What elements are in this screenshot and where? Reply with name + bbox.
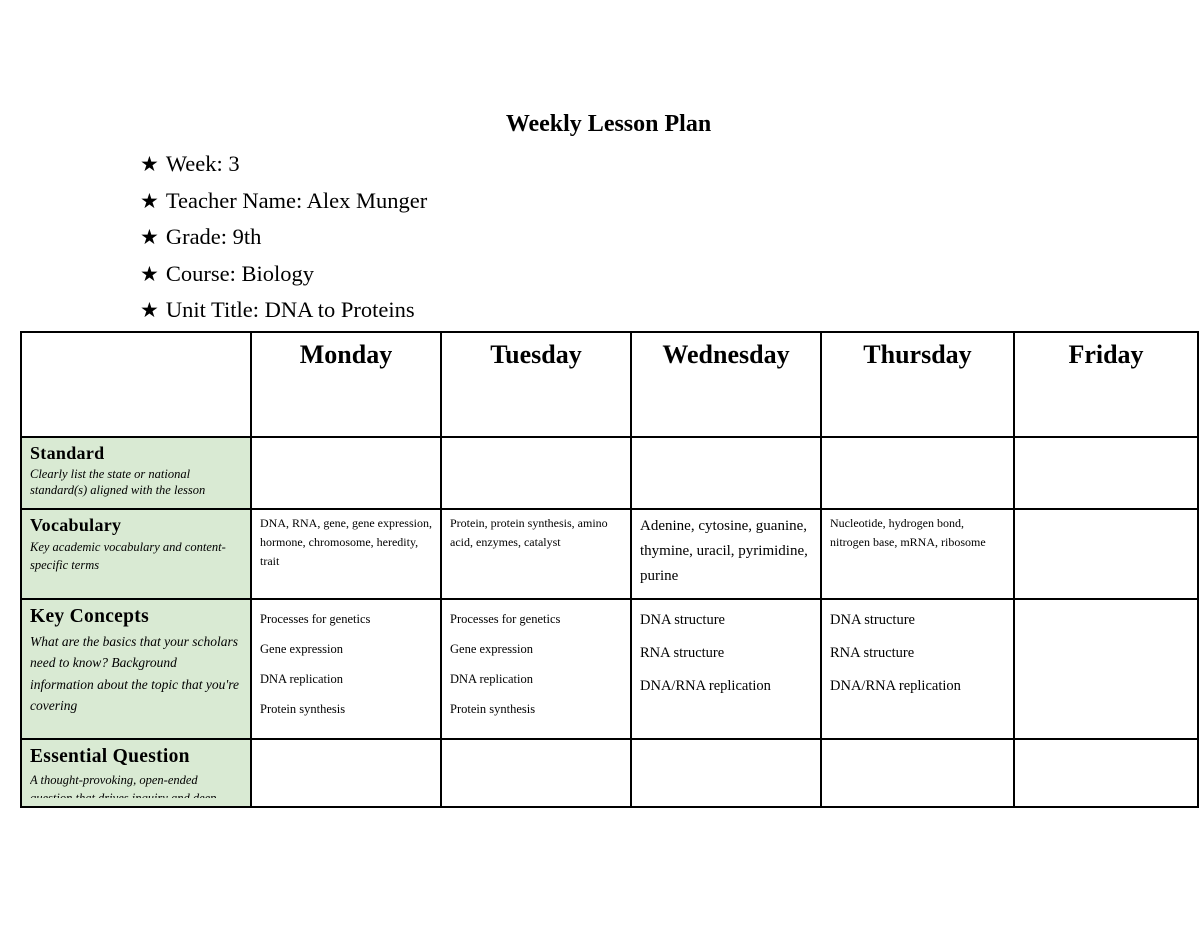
cell-standard-friday[interactable]: [1013, 435, 1199, 510]
meta-item-course: ★ Course: Biology: [140, 256, 1200, 293]
cell-vocabulary-friday[interactable]: [1013, 507, 1199, 600]
cell-essential-question-friday[interactable]: [1013, 737, 1199, 808]
star-bullet-icon: ★: [140, 225, 159, 249]
cell-standard-wednesday[interactable]: [630, 435, 822, 510]
row-description: A thought-provoking, open-ended question…: [30, 772, 217, 798]
cell-key-concepts-friday[interactable]: [1013, 597, 1199, 740]
table-row-vocabulary: Vocabulary Key academic vocabulary and c…: [20, 507, 1199, 600]
cell-vocabulary-thursday[interactable]: Nucleotide, hydrogen bond, nitrogen base…: [820, 507, 1015, 600]
row-header-key-concepts: Key Concepts What are the basics that yo…: [20, 597, 252, 740]
table-row-essential-question: Essential Question A thought-provoking, …: [20, 737, 1199, 808]
meta-item-week-text: Week: 3: [165, 151, 240, 176]
column-header-friday: Friday: [1013, 330, 1199, 438]
meta-item-unit-text: Unit Title: DNA to Proteins: [165, 297, 415, 322]
meta-item-grade: ★ Grade: 9th: [140, 219, 1200, 256]
row-title: Vocabulary: [30, 514, 122, 535]
cell-essential-question-thursday[interactable]: [820, 737, 1015, 808]
meta-item-teacher: ★ Teacher Name: Alex Munger: [140, 183, 1200, 220]
page-title: Weekly Lesson Plan: [505, 111, 712, 137]
meta-item-grade-text: Grade: 9th: [165, 224, 262, 249]
cell-key-concepts-thursday[interactable]: DNA structure RNA structure DNA/RNA repl…: [820, 597, 1015, 740]
row-description: Clearly list the state or national stand…: [30, 466, 206, 498]
cell-vocabulary-tuesday[interactable]: Protein, protein synthesis, amino acid, …: [440, 507, 632, 600]
cell-vocabulary-wednesday[interactable]: Adenine, cytosine, guanine, thymine, ura…: [630, 507, 822, 600]
star-bullet-icon: ★: [140, 188, 159, 213]
column-header-tuesday: Tuesday: [440, 330, 632, 438]
star-bullet-icon: ★: [140, 298, 159, 322]
column-header-thursday: Thursday: [820, 330, 1015, 438]
row-header-vocabulary: Vocabulary Key academic vocabulary and c…: [20, 507, 252, 600]
cell-essential-question-tuesday[interactable]: [440, 737, 632, 808]
cell-key-concepts-wednesday[interactable]: DNA structure RNA structure DNA/RNA repl…: [630, 597, 822, 740]
meta-item-unit: ★ Unit Title: DNA to Proteins: [140, 292, 1200, 329]
cell-standard-tuesday[interactable]: [440, 435, 632, 510]
table-row-standard: Standard Clearly list the state or natio…: [20, 435, 1199, 510]
row-header-essential-question: Essential Question A thought-provoking, …: [20, 737, 252, 808]
cell-standard-thursday[interactable]: [820, 435, 1015, 510]
row-title: Key Concepts: [30, 605, 149, 627]
cell-essential-question-wednesday[interactable]: [630, 737, 822, 808]
meta-list: ★ Week: 3 ★ Teacher Name: Alex Munger ★ Gra…: [140, 146, 1200, 329]
star-bullet-icon: ★: [140, 261, 159, 286]
table-row-key-concepts: Key Concepts What are the basics that yo…: [20, 597, 1199, 740]
column-header-monday: Monday: [250, 330, 442, 438]
document-page: Weekly Lesson Plan ★ Week: 3 ★ Teacher Nam…: [20, 111, 1200, 808]
table-header-row: Monday Tuesday Wednesday Thursday Friday: [20, 330, 1199, 438]
cell-essential-question-monday[interactable]: [250, 737, 442, 808]
corner-cell: [20, 330, 252, 438]
lesson-plan-table: Monday Tuesday Wednesday Thursday Friday…: [20, 330, 1199, 808]
row-title: Essential Question: [30, 745, 190, 767]
cell-standard-monday[interactable]: [250, 435, 442, 510]
row-description: What are the basics that your scholars n…: [30, 633, 239, 714]
column-header-wednesday: Wednesday: [630, 330, 822, 438]
row-description: Key academic vocabulary and content-spec…: [30, 539, 226, 572]
meta-item-course-text: Course: Biology: [165, 260, 314, 286]
cell-key-concepts-monday[interactable]: Processes for genetics Gene expression D…: [250, 597, 442, 740]
row-title: Standard: [30, 442, 105, 463]
row-header-standard: Standard Clearly list the state or natio…: [20, 435, 252, 510]
cell-key-concepts-tuesday[interactable]: Processes for genetics Gene expression D…: [440, 597, 632, 740]
cell-vocabulary-monday[interactable]: DNA, RNA, gene, gene expression, hormone…: [250, 507, 442, 600]
star-bullet-icon: ★: [140, 152, 159, 176]
meta-item-week: ★ Week: 3: [140, 146, 1200, 183]
meta-item-teacher-text: Teacher Name: Alex Munger: [165, 187, 428, 213]
